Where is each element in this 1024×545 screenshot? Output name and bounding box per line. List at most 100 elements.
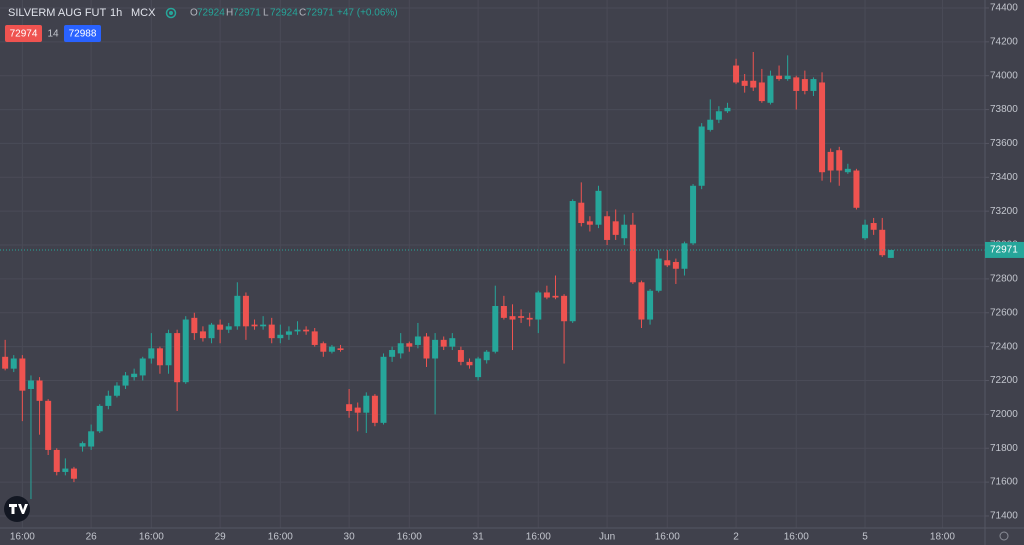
candle-body — [165, 333, 172, 366]
y-tick-label: 73200 — [990, 206, 1018, 217]
x-tick-label: 5 — [862, 532, 868, 543]
y-tick-label: 71400 — [990, 511, 1018, 522]
x-tick-label: 26 — [86, 532, 98, 543]
candle-body — [62, 468, 69, 472]
candle-body — [475, 358, 482, 378]
candle-body — [432, 339, 439, 359]
x-tick-label: 16:00 — [784, 532, 809, 543]
candle-body — [96, 405, 103, 432]
candle-body — [664, 260, 671, 266]
candle-body — [879, 229, 886, 256]
candle-body — [724, 107, 731, 112]
candle-body — [346, 404, 353, 411]
buy-button[interactable] — [64, 25, 101, 42]
ohlc-value: 72924 — [197, 8, 225, 19]
candle-body — [638, 282, 645, 320]
ohlc-value: 72924 — [270, 8, 298, 19]
candle-body — [629, 224, 636, 283]
candle-body — [492, 305, 499, 352]
grid — [0, 0, 985, 528]
ask-price: 72988 — [69, 29, 97, 40]
settings-icon[interactable] — [999, 531, 1009, 541]
candle-body — [535, 292, 542, 320]
candle-body — [423, 336, 430, 359]
candle-body — [672, 261, 679, 269]
y-tick-label: 72800 — [990, 274, 1018, 285]
candle-body — [621, 224, 628, 239]
candle-body — [268, 324, 275, 339]
candle-body — [862, 224, 869, 239]
logo-badge — [4, 496, 30, 522]
candle-body — [543, 292, 550, 298]
candle-body — [552, 295, 559, 298]
candle-body — [483, 351, 490, 361]
y-tick-label: 72200 — [990, 375, 1018, 386]
candle-body — [767, 75, 774, 103]
candle-body — [354, 407, 361, 413]
candle-body — [191, 317, 198, 334]
ohlc-prefix: O — [190, 8, 198, 19]
candle-body — [784, 75, 791, 80]
candle-body — [836, 150, 843, 171]
x-tick-label: 16:00 — [10, 532, 35, 543]
candle-body — [870, 223, 877, 230]
candle-body — [122, 375, 129, 386]
candle-body — [234, 295, 241, 327]
bid-price: 72974 — [10, 29, 38, 40]
symbol-title[interactable]: SILVERM AUG FUT — [8, 7, 106, 19]
logo[interactable] — [4, 496, 30, 522]
candle-body — [406, 343, 413, 347]
x-tick-label: 18:00 — [930, 532, 955, 543]
candle-body — [225, 326, 232, 330]
candle-body — [887, 249, 894, 258]
candle-body — [70, 468, 77, 479]
candle-body — [853, 170, 860, 208]
candle-body — [707, 119, 714, 130]
candle-body — [586, 221, 593, 225]
candle-body — [741, 80, 748, 86]
candle-body — [681, 243, 688, 269]
candle-body — [113, 385, 120, 396]
interval[interactable]: 1h — [110, 7, 122, 19]
candle-body — [561, 295, 568, 322]
y-tick-label: 73400 — [990, 172, 1018, 183]
ohlc-prefix: L — [263, 8, 269, 19]
x-tick-label: 16:00 — [397, 532, 422, 543]
candle-body — [36, 380, 43, 401]
candle-body — [337, 348, 344, 351]
candle-body — [251, 324, 258, 327]
candle-body — [397, 343, 404, 354]
exchange: MCX — [131, 7, 156, 19]
sell-button[interactable] — [5, 25, 42, 42]
candle-body — [793, 77, 800, 91]
candle-body — [53, 449, 60, 472]
ohlc-prefix: C — [299, 8, 306, 19]
candle-body — [148, 348, 155, 359]
candle-body — [371, 395, 378, 423]
last-price-box — [985, 241, 1024, 258]
candle-body — [466, 361, 473, 366]
candle-body — [260, 324, 267, 327]
candle-body — [647, 290, 654, 320]
candle-body — [217, 324, 224, 330]
candle-body — [294, 329, 301, 332]
market-status[interactable] — [165, 7, 177, 19]
candle-body — [182, 319, 189, 383]
y-tick-label: 73800 — [990, 104, 1018, 115]
candle-body — [801, 79, 808, 91]
candle-body — [131, 373, 138, 378]
candle-body — [844, 168, 851, 173]
y-tick-label: 73600 — [990, 138, 1018, 149]
candle-body — [518, 316, 525, 318]
x-tick-label: 2 — [733, 532, 739, 543]
candle-body — [242, 295, 249, 327]
candle-body — [612, 221, 619, 235]
candle-body — [380, 356, 387, 423]
candle-body — [819, 82, 826, 173]
candle-body — [698, 126, 705, 186]
candle-body — [277, 334, 284, 339]
candle-body — [208, 324, 215, 339]
